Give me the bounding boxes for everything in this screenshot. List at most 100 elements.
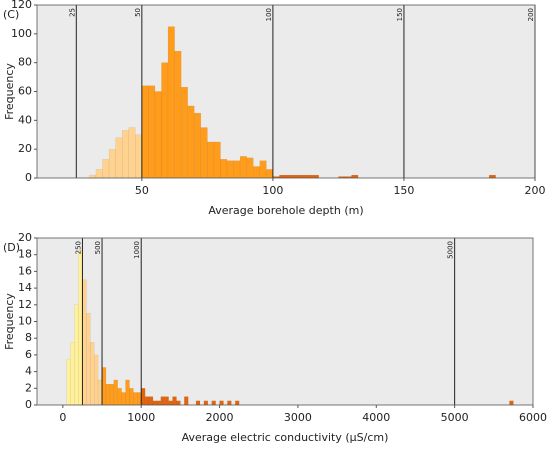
bar — [121, 392, 126, 406]
bar — [203, 400, 209, 406]
bar — [211, 400, 216, 406]
bar — [113, 379, 118, 406]
bar — [187, 105, 195, 179]
bar — [86, 312, 91, 406]
bar — [266, 169, 274, 179]
bar — [220, 159, 228, 179]
bar — [246, 157, 254, 179]
bar — [312, 174, 319, 179]
bar — [148, 396, 154, 406]
x-tick-label: 50 — [135, 184, 149, 197]
bar — [109, 383, 114, 406]
y-tick-label: 80 — [18, 56, 32, 69]
bar — [172, 396, 177, 406]
bar — [285, 174, 293, 179]
bar — [115, 137, 123, 179]
bar — [128, 127, 136, 179]
y-tick-label: 2 — [25, 381, 32, 394]
x-tick-label: 200 — [525, 184, 546, 197]
reference-label: 500 — [94, 241, 102, 254]
bar — [207, 141, 215, 179]
bar — [82, 279, 87, 406]
bar — [78, 250, 83, 406]
reference-label: 1000 — [133, 241, 141, 259]
bar — [97, 379, 103, 406]
x-tick-label: 5000 — [441, 411, 469, 424]
bar — [144, 396, 150, 406]
y-tick-label: 12 — [18, 298, 32, 311]
bar — [184, 396, 189, 406]
bar — [176, 400, 181, 406]
y-tick-label: 0 — [25, 171, 32, 184]
reference-label: 200 — [527, 8, 535, 21]
bar — [94, 354, 99, 406]
reference-label: 5000 — [447, 241, 455, 259]
y-tick-label: 100 — [11, 27, 32, 40]
bar — [259, 160, 267, 179]
x-tick-label: 2000 — [206, 411, 234, 424]
x-tick-label: 150 — [393, 184, 414, 197]
bar — [156, 400, 162, 406]
bar — [121, 130, 129, 179]
bar — [154, 91, 162, 179]
x-axis-title: Average borehole depth (m) — [208, 204, 363, 217]
bar — [164, 396, 169, 406]
reference-label: 25 — [68, 8, 76, 17]
bar — [226, 160, 234, 179]
bar — [174, 50, 182, 179]
bar — [239, 156, 247, 179]
bar — [292, 174, 300, 179]
bar — [148, 85, 156, 179]
bar — [195, 400, 201, 406]
reference-label: 250 — [74, 241, 82, 254]
bar — [137, 392, 142, 406]
panel-label: (C) — [3, 8, 19, 21]
bar — [167, 26, 175, 179]
bar — [141, 388, 146, 406]
bar — [74, 304, 79, 406]
bar — [298, 174, 306, 179]
bar — [95, 169, 103, 179]
bar — [102, 159, 110, 179]
bar — [213, 141, 221, 179]
y-axis-title: Frequency — [3, 293, 16, 350]
bar — [160, 396, 165, 406]
bar — [125, 379, 130, 406]
bar — [194, 112, 202, 179]
bar — [180, 86, 188, 179]
bar — [152, 400, 158, 406]
reference-label: 150 — [396, 8, 404, 21]
x-tick-label: 4000 — [362, 411, 390, 424]
bar — [161, 62, 169, 179]
x-tick-label: 1000 — [127, 411, 155, 424]
plot-background — [37, 238, 533, 405]
bar — [90, 342, 95, 406]
bar — [351, 174, 359, 179]
bar — [305, 174, 313, 179]
bar — [101, 367, 107, 406]
bar — [133, 392, 138, 406]
bar — [488, 174, 496, 179]
y-tick-label: 4 — [25, 365, 32, 378]
bar — [89, 174, 97, 179]
y-tick-label: 10 — [18, 315, 32, 328]
y-tick-label: 0 — [25, 398, 32, 411]
x-tick-label: 3000 — [284, 411, 312, 424]
panel-label: (D) — [3, 241, 20, 254]
bar — [135, 134, 143, 179]
bar — [70, 342, 75, 406]
y-tick-label: 16 — [18, 264, 32, 277]
y-tick-label: 14 — [18, 281, 32, 294]
bar — [253, 166, 260, 179]
bar — [233, 160, 241, 179]
bar — [509, 400, 514, 406]
y-tick-label: 40 — [18, 113, 32, 126]
y-tick-label: 8 — [25, 331, 32, 344]
x-tick-label: 0 — [59, 411, 66, 424]
y-tick-label: 20 — [18, 231, 32, 244]
bar — [279, 174, 287, 179]
x-tick-label: 100 — [262, 184, 283, 197]
y-tick-label: 20 — [18, 142, 32, 155]
y-tick-label: 6 — [25, 348, 32, 361]
